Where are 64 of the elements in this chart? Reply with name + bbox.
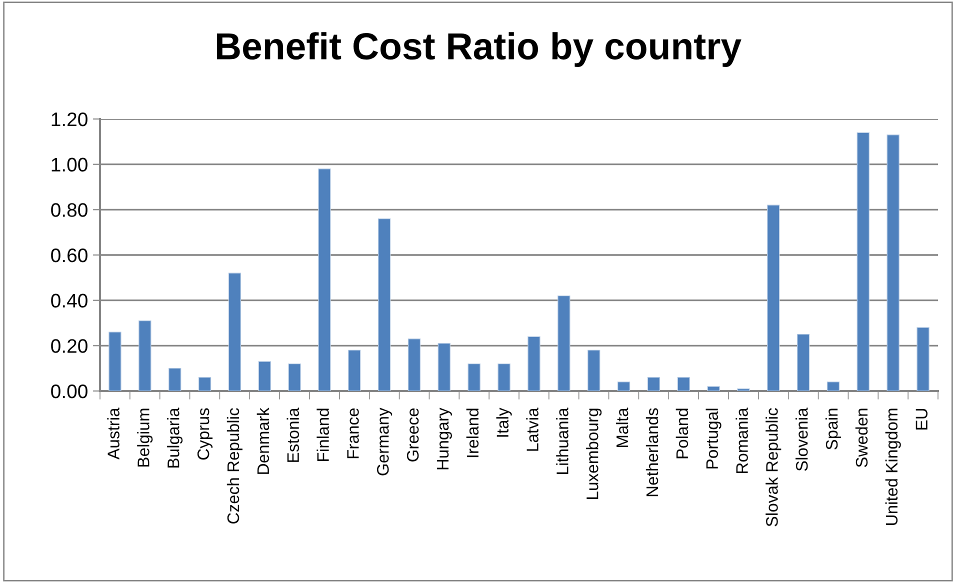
chart-title: Benefit Cost Ratio by country <box>216 32 742 68</box>
bar <box>916 327 930 391</box>
x-tick-label: Bulgaria <box>167 408 183 468</box>
y-tick-label: 0.40 <box>51 294 88 308</box>
x-tick-label: Italy <box>496 408 512 437</box>
bar <box>438 343 451 391</box>
x-tick-label: Malta <box>616 408 628 448</box>
bar <box>288 363 301 391</box>
bar <box>826 382 840 391</box>
x-tick-label: Denmark <box>256 408 270 474</box>
x-tick-label: Belgium <box>137 408 153 467</box>
y-tick-label: 1.00 <box>52 158 88 172</box>
x-tick-label: Finland <box>316 408 329 461</box>
x-tick-label: Romania <box>736 408 748 473</box>
bar <box>108 332 122 391</box>
x-tick-label: Germany <box>376 408 392 476</box>
x-tick-label: Slovak Republic <box>766 408 782 526</box>
x-tick-label: Hungary <box>437 408 452 470</box>
y-tick-label: 0.60 <box>51 248 88 262</box>
x-tick-label: Greece <box>406 408 419 462</box>
bar <box>258 361 271 391</box>
bar <box>796 334 810 391</box>
x-tick-label: Spain <box>825 408 842 450</box>
y-tick-label: 0.00 <box>51 384 88 398</box>
bar <box>318 168 331 391</box>
bar <box>886 134 900 391</box>
bar <box>737 388 750 391</box>
bar <box>378 218 391 391</box>
y-tick-label: 0.80 <box>51 203 88 217</box>
x-tick-label: Luxembourg <box>586 408 602 499</box>
x-tick-label: Czech Republic <box>226 408 242 524</box>
bar <box>168 368 182 391</box>
bar <box>707 386 720 391</box>
bar <box>468 363 480 391</box>
bar <box>498 363 510 391</box>
bar <box>767 204 780 391</box>
x-tick-label: EU <box>916 408 928 430</box>
bar <box>348 350 361 391</box>
x-tick-label: Slovenia <box>796 408 808 471</box>
x-tick-label: Sweden <box>855 408 868 468</box>
x-tick-label: France <box>347 408 359 458</box>
bar <box>587 350 600 391</box>
x-tick-label: Portugal <box>706 408 722 468</box>
bar <box>528 336 540 391</box>
x-tick-label: Cyprus <box>197 408 213 460</box>
x-tick-label: Austria <box>107 408 120 460</box>
bar <box>617 382 630 391</box>
bar <box>856 132 870 391</box>
bar <box>198 377 212 391</box>
bar <box>558 295 570 391</box>
y-tick-label: 1.20 <box>52 112 88 126</box>
bar <box>647 377 660 391</box>
x-tick-label: United Kingdom <box>885 408 901 525</box>
bar <box>408 338 421 391</box>
bar <box>138 320 152 391</box>
y-tick-label: 0.20 <box>51 339 88 353</box>
x-tick-label: Netherlands <box>646 408 658 496</box>
x-tick-label: Estonia <box>286 408 300 462</box>
x-tick-label: Lithuania <box>556 408 568 474</box>
bar <box>677 377 690 391</box>
x-tick-label: Ireland <box>466 408 479 458</box>
x-tick-label: Poland <box>676 408 688 458</box>
x-tick-label: Latvia <box>526 408 538 451</box>
bar <box>228 272 242 391</box>
